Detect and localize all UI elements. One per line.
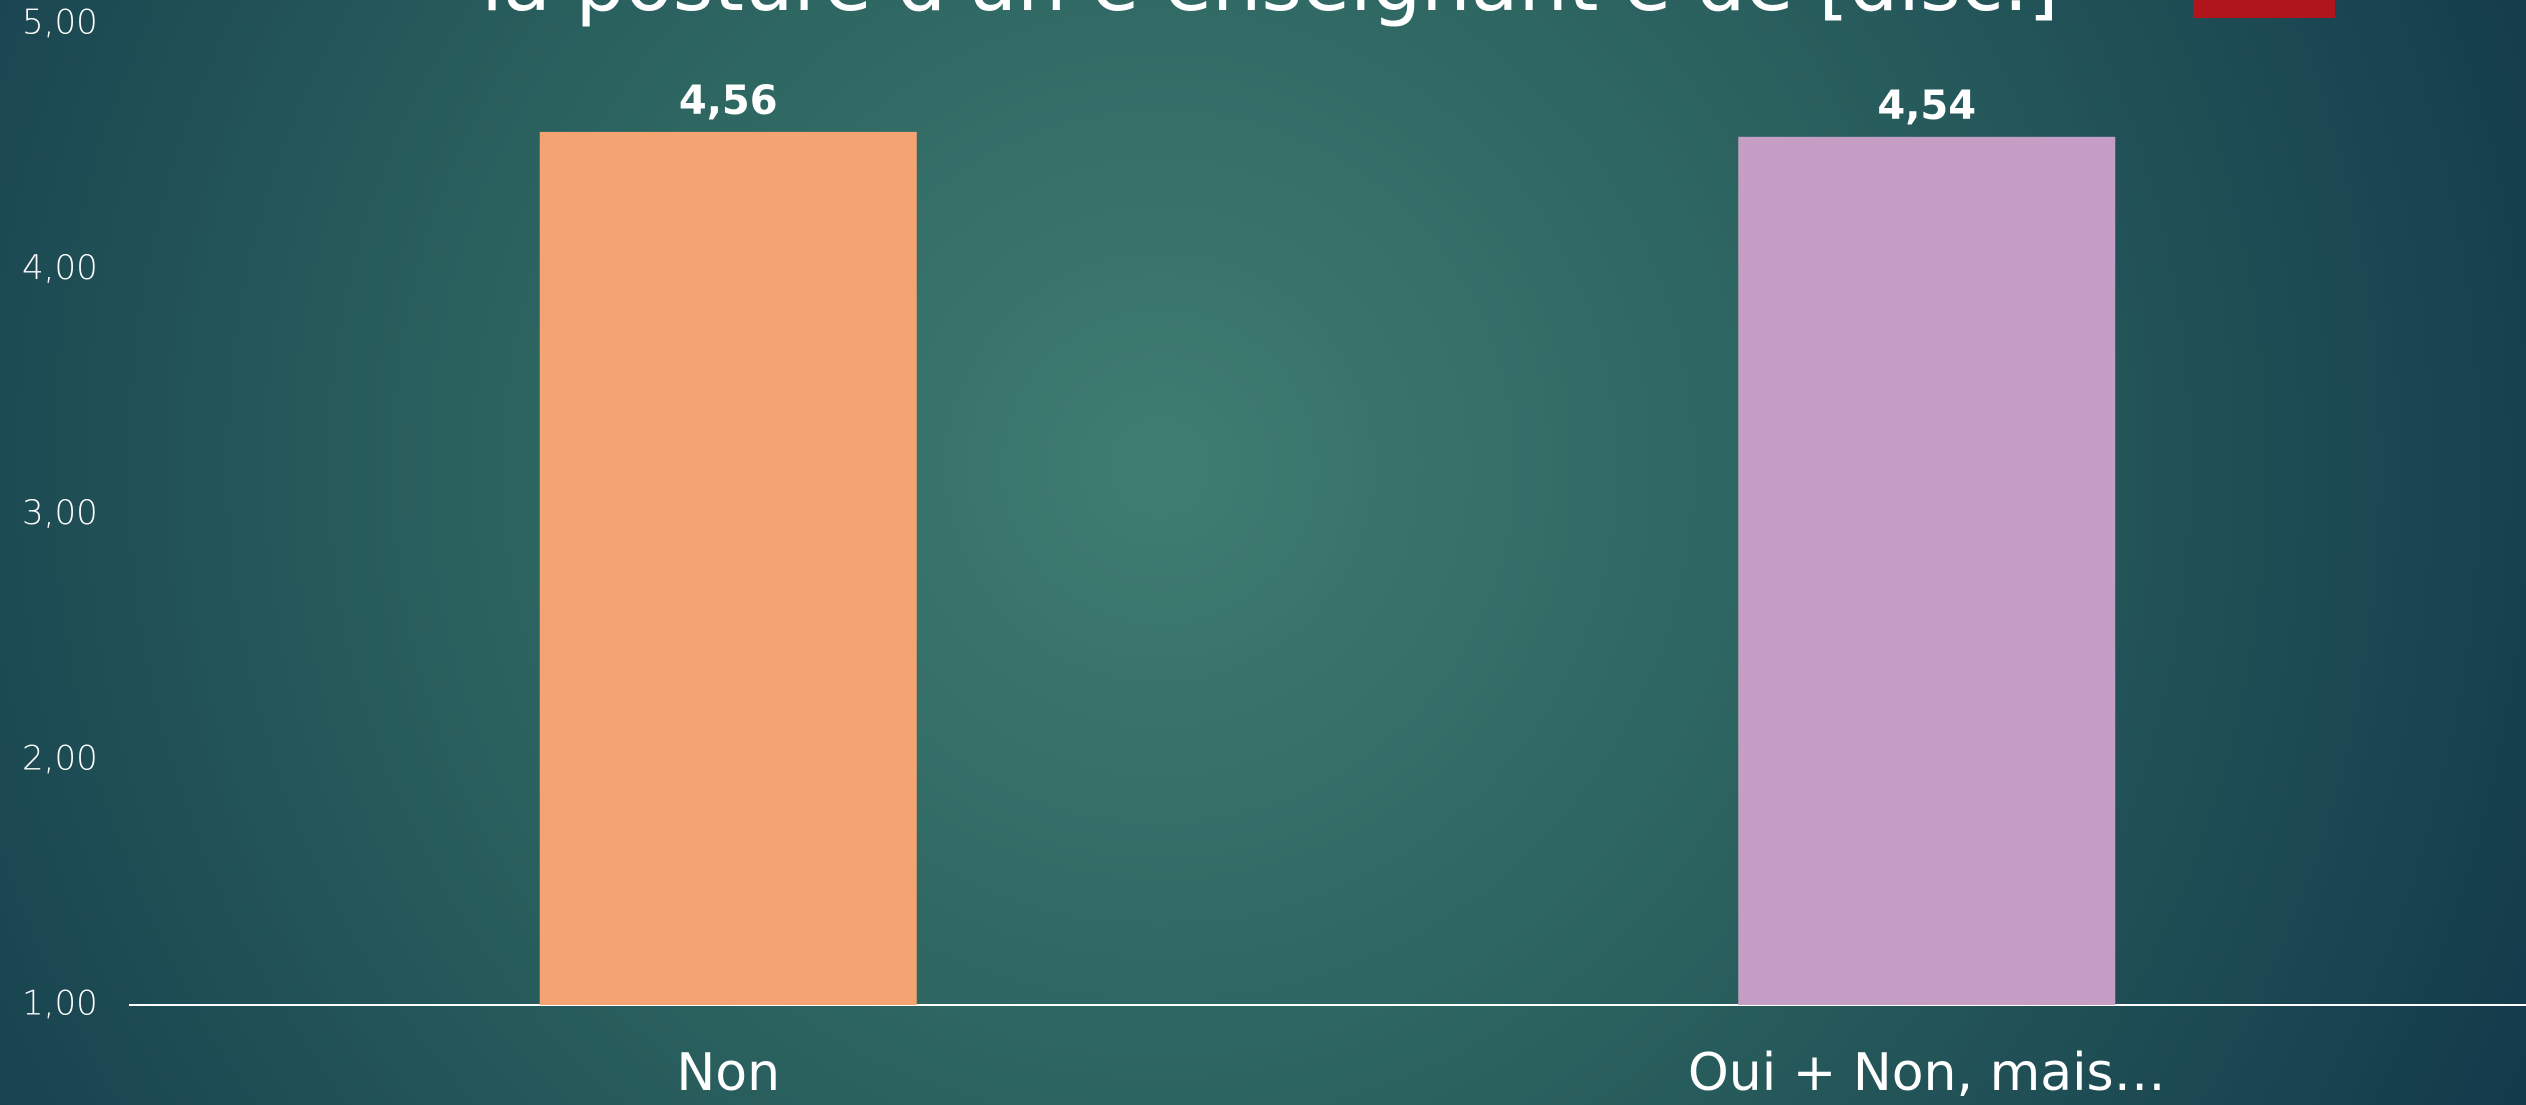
y-tick-label: 4,00 [22, 248, 98, 288]
bar [539, 131, 917, 1005]
y-tick-label: 1,00 [22, 984, 98, 1024]
chart-title: la posture d'un·e enseignant·e de [disc.… [481, 0, 2058, 29]
y-tick-label: 5,00 [22, 3, 98, 43]
y-tick-label: 2,00 [22, 738, 98, 778]
y-tick-label: 3,00 [22, 493, 98, 533]
x-tick-label: Non [676, 1043, 780, 1103]
decoration [2193, 0, 2335, 18]
bar [1738, 136, 2116, 1005]
value-label: 4,56 [679, 78, 778, 124]
x-tick-label: Oui + Non, mais… [1688, 1043, 2166, 1103]
value-label: 4,54 [1877, 83, 1976, 129]
